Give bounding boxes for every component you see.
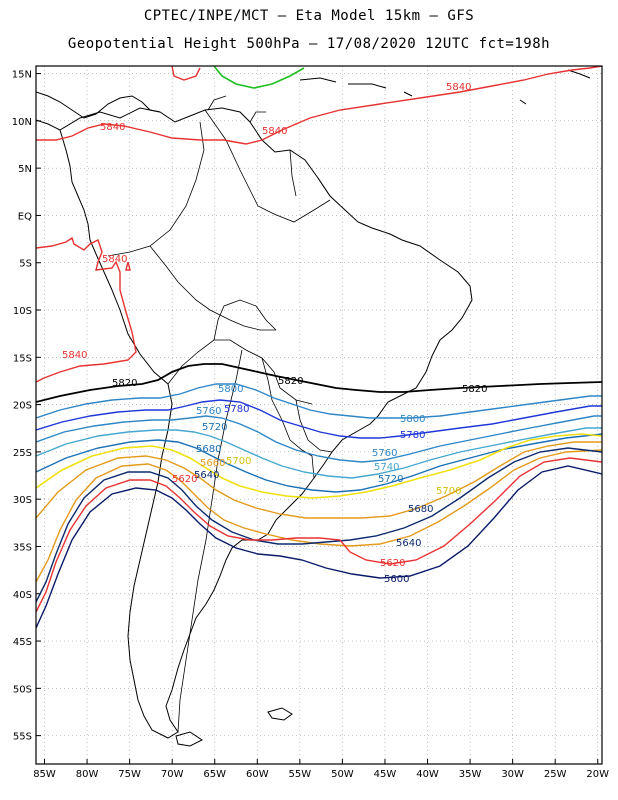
longitude-ticks: 85W 80W 75W 70W 65W 60W 55W 50W 45W 40W 35W 30W 25W 2… xyxy=(33,759,609,780)
lat-tick-label: 30S xyxy=(13,495,32,506)
lat-tick-label: 15S xyxy=(13,353,32,364)
lon-tick-label: 35W xyxy=(459,769,482,780)
lat-tick-label: 40S xyxy=(13,590,32,601)
contour-5820 xyxy=(36,363,602,403)
label-5640-b: 5640 xyxy=(396,538,421,549)
label-5800-a: 5800 xyxy=(218,384,243,395)
graticule xyxy=(36,66,602,764)
chart-title: CPTEC/INPE/MCT – Eta Model 15km – GFS xyxy=(143,8,475,24)
label-5620-b: 5620 xyxy=(380,558,405,569)
label-5680-a: 5680 xyxy=(196,444,221,455)
caribbean-islands xyxy=(299,69,591,105)
contour-5660 xyxy=(36,449,602,583)
label-5640-a: 5640 xyxy=(194,470,219,481)
chart-subtitle: Geopotential Height 500hPa – 17/08/2020 … xyxy=(67,36,551,52)
label-5680-b: 5680 xyxy=(408,504,433,515)
lon-tick-label: 85W xyxy=(33,769,56,780)
country-borders xyxy=(107,95,333,733)
map-frame xyxy=(35,65,603,765)
lon-tick-label: 45W xyxy=(374,769,397,780)
south-america-coastline xyxy=(59,107,473,739)
label-5760-b: 5760 xyxy=(372,448,397,459)
label-5820-a: 5820 xyxy=(112,378,137,389)
contour-5700 xyxy=(36,433,602,499)
lat-tick-label: 25S xyxy=(13,448,32,459)
lat-tick-label: 35S xyxy=(13,542,32,553)
lon-tick-label: 65W xyxy=(203,769,226,780)
label-5700-a: 5700 xyxy=(226,456,251,467)
lat-tick-label: 45S xyxy=(13,637,32,648)
label-5840-b: 5840 xyxy=(262,126,287,137)
lon-tick-label: 30W xyxy=(501,769,524,780)
lat-tick-label: 5S xyxy=(19,259,32,270)
label-5660-a: 5660 xyxy=(200,458,225,469)
contour-labels: 5840 5840 5840 5840 5840 5820 5820 5820 … xyxy=(62,82,487,585)
lat-tick-label: 50S xyxy=(13,684,32,695)
label-5740-a: 5740 xyxy=(374,462,399,473)
contour-5760 xyxy=(36,415,602,463)
lon-tick-label: 50W xyxy=(331,769,354,780)
label-5840-d: 5840 xyxy=(102,254,127,265)
falkland-islands xyxy=(267,707,293,721)
contour-5600 xyxy=(36,465,602,629)
label-5720-a: 5720 xyxy=(202,422,227,433)
label-5820-b: 5820 xyxy=(278,376,303,387)
label-5620-a: 5620 xyxy=(172,474,197,485)
contour-5680 xyxy=(36,441,602,519)
coastlines xyxy=(36,69,591,747)
lon-tick-label: 20W xyxy=(586,769,609,780)
lat-tick-label: 20S xyxy=(13,401,32,412)
lon-tick-label: 55W xyxy=(289,769,312,780)
lat-tick-label: EQ xyxy=(18,211,32,222)
lat-tick-label: 5N xyxy=(18,164,32,175)
tierra-del-fuego xyxy=(175,731,203,747)
lon-tick-label: 40W xyxy=(416,769,439,780)
lat-tick-label: 15N xyxy=(12,70,32,81)
lon-tick-label: 70W xyxy=(161,769,184,780)
contour-5780 xyxy=(36,399,602,439)
lon-tick-label: 25W xyxy=(544,769,567,780)
label-5780-a: 5780 xyxy=(224,404,249,415)
label-5800-b: 5800 xyxy=(400,414,425,425)
latitude-ticks: 15N 10N 5N EQ 5S 10S 15S 20S 25S 30S 35S 40S 45S 50S 5… xyxy=(12,70,41,743)
central-america-coastline xyxy=(36,91,161,131)
contour-5620 xyxy=(36,457,602,613)
label-5720-b: 5720 xyxy=(378,474,403,485)
label-5840-c: 5840 xyxy=(446,82,471,93)
label-5840-a: 5840 xyxy=(100,122,125,133)
lon-tick-label: 75W xyxy=(118,769,141,780)
contour-5800 xyxy=(36,383,602,419)
contour-5740 xyxy=(36,427,602,479)
contour-5860 xyxy=(213,66,305,89)
label-5840-e: 5840 xyxy=(62,350,87,361)
label-5760-a: 5760 xyxy=(196,406,221,417)
lon-tick-label: 60W xyxy=(246,769,269,780)
label-5820-c: 5820 xyxy=(462,384,487,395)
lat-tick-label: 10N xyxy=(12,117,32,128)
lat-tick-label: 55S xyxy=(13,732,32,743)
label-5700-b: 5700 xyxy=(436,486,461,497)
label-5600-a: 5600 xyxy=(384,574,409,585)
contour-5720 xyxy=(36,433,602,493)
contour-5840-group xyxy=(36,66,602,383)
lat-tick-label: 10S xyxy=(13,306,32,317)
label-5780-b: 5780 xyxy=(400,430,425,441)
lon-tick-label: 80W xyxy=(76,769,99,780)
